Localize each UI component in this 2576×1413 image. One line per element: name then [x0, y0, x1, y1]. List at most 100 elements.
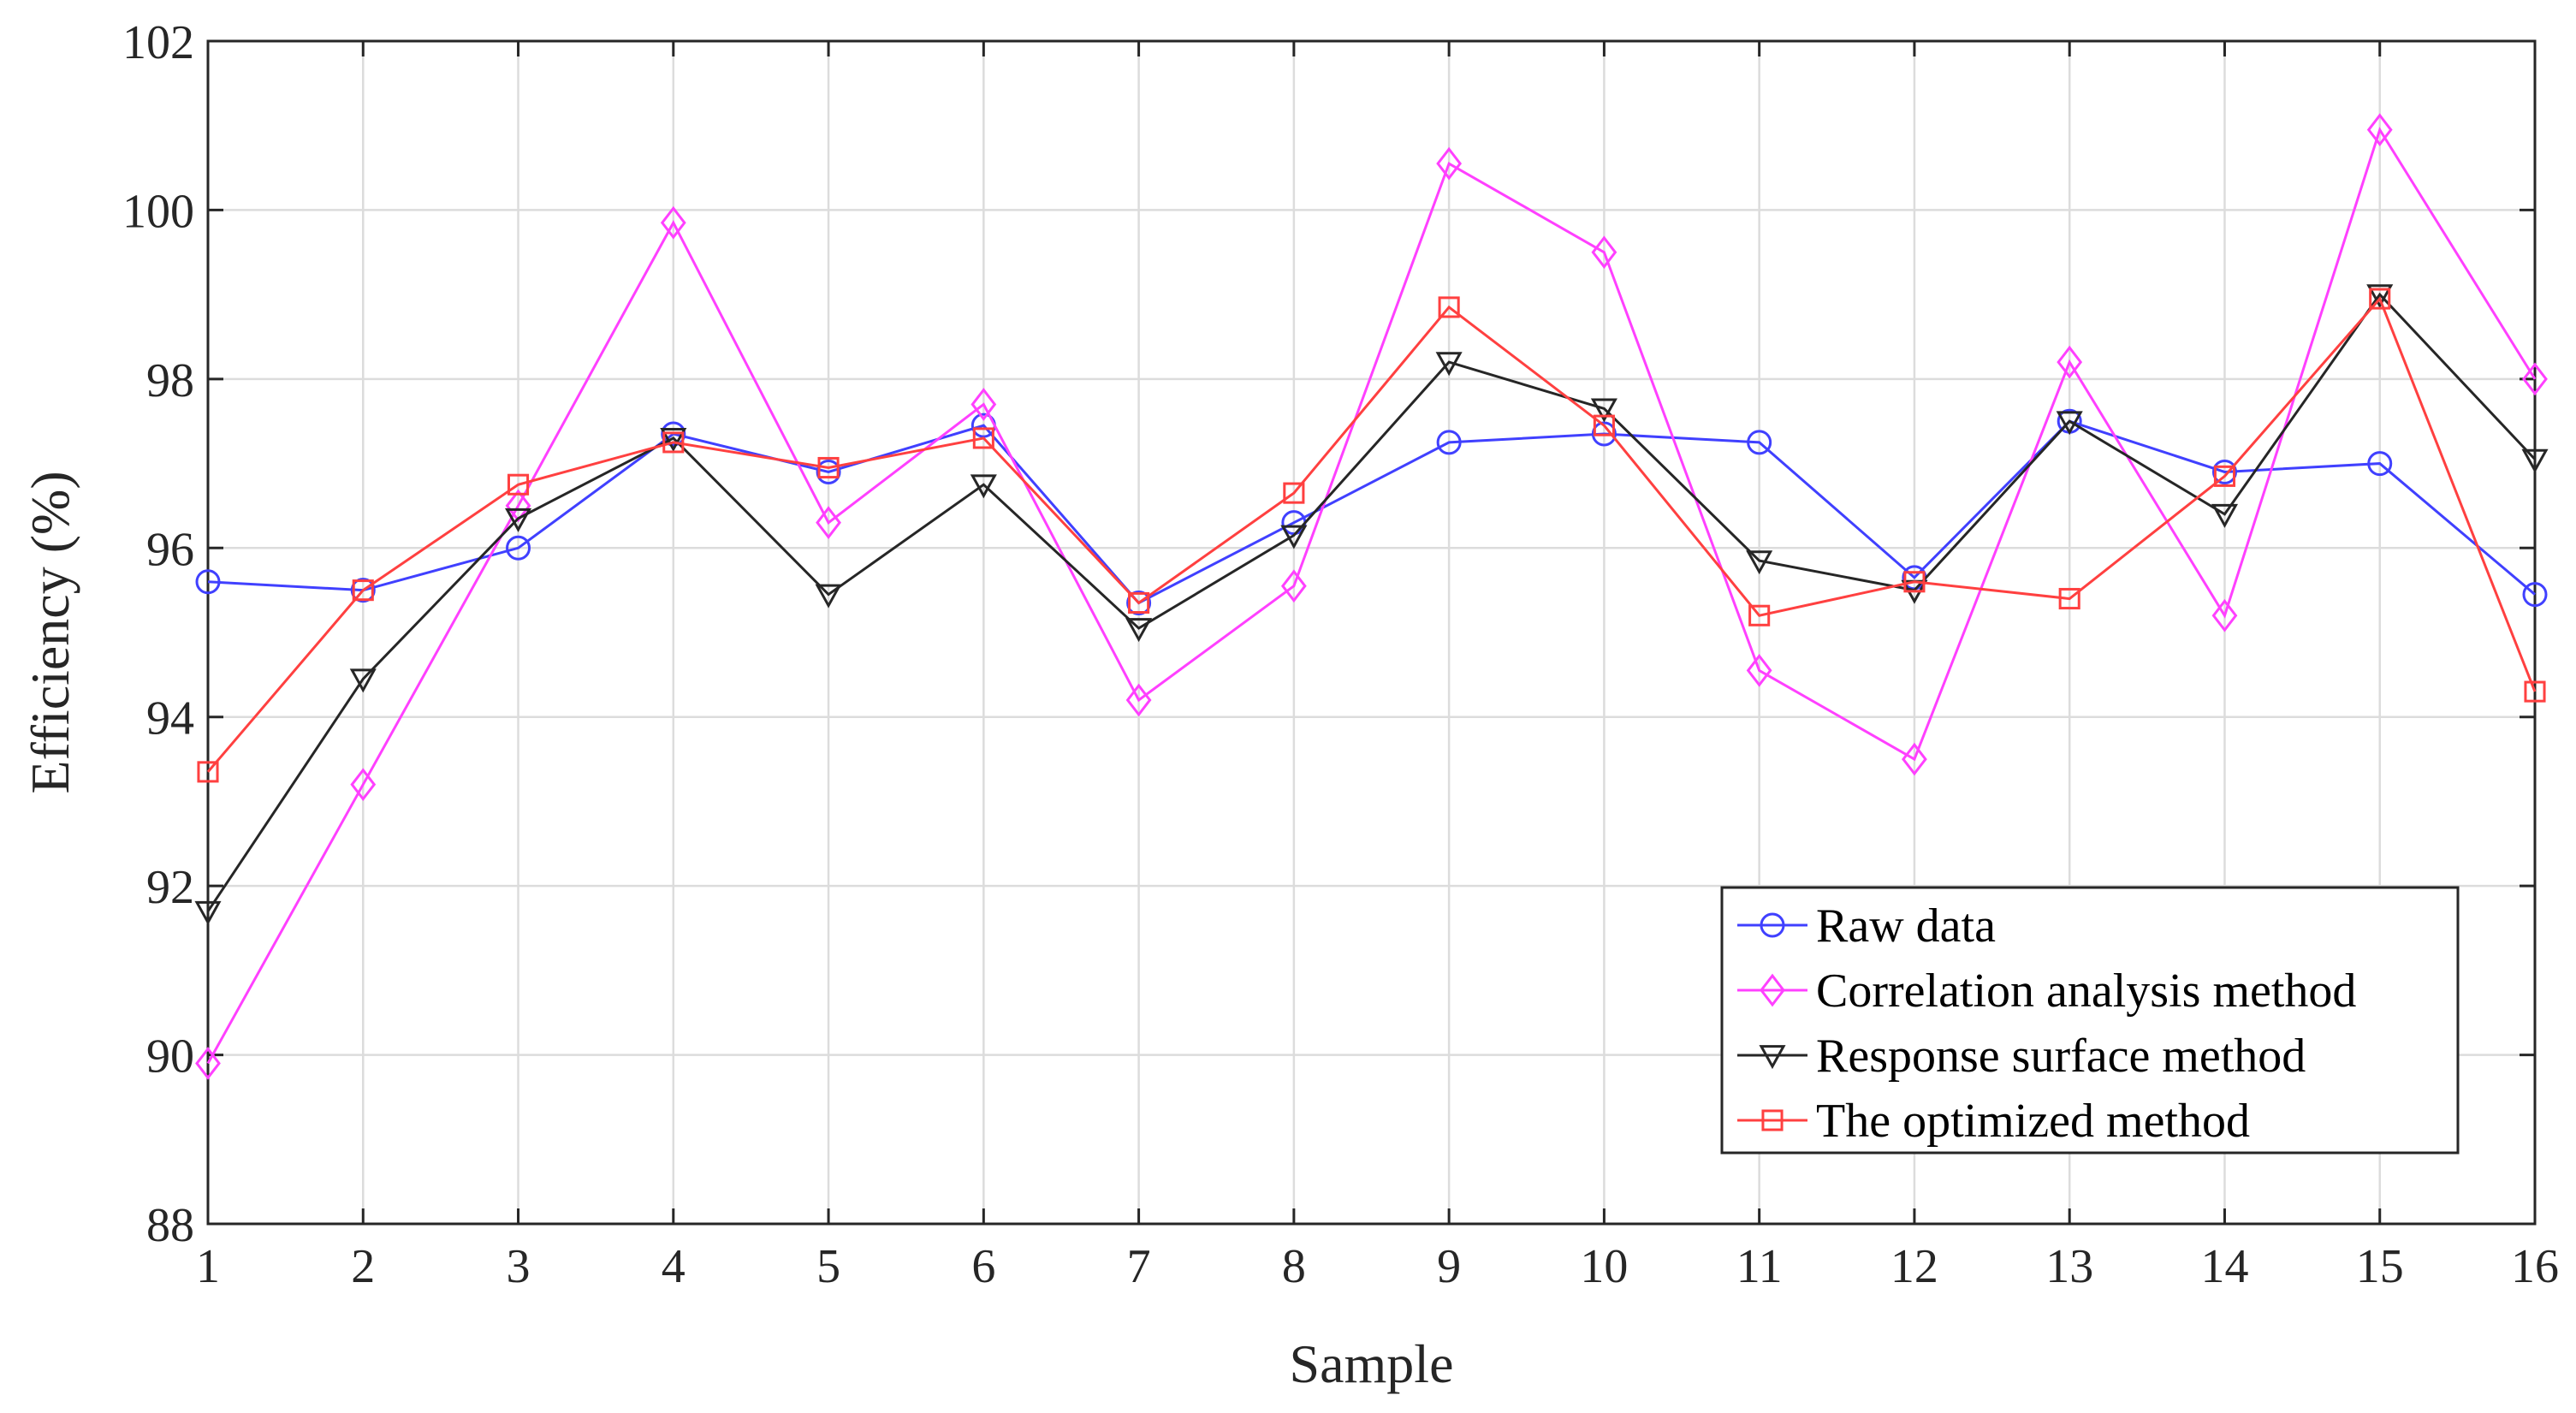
data-point	[662, 431, 685, 454]
data-point	[2211, 459, 2237, 484]
x-tick-label: 3	[507, 1240, 531, 1293]
data-point	[660, 428, 687, 453]
data-point	[2058, 587, 2080, 610]
data-point	[195, 569, 221, 595]
x-tick-label: 14	[2200, 1240, 2248, 1293]
legend-item: The optimized method	[1737, 1095, 2250, 1148]
data-point	[2522, 582, 2548, 608]
data-point	[1903, 571, 1926, 593]
data-point	[2367, 451, 2393, 477]
series-line	[207, 419, 2536, 605]
legend-label: Raw data	[1816, 899, 1996, 953]
x-tick-label: 10	[1580, 1240, 1628, 1293]
series-correlation-analysis-method	[195, 113, 2548, 1080]
data-point	[1746, 550, 1773, 575]
data-point	[1746, 654, 1772, 687]
x-tick-label: 11	[1736, 1240, 1783, 1293]
legend-marker	[1761, 1109, 1784, 1131]
legend-marker	[1759, 1045, 1786, 1070]
data-point	[1747, 430, 1772, 455]
x-tick-label: 5	[816, 1240, 840, 1293]
data-point	[504, 508, 532, 532]
data-point	[350, 768, 377, 802]
x-tick-label: 15	[2356, 1240, 2404, 1293]
data-point	[1593, 414, 1615, 436]
legend-label: The optimized method	[1816, 1095, 2250, 1148]
data-point	[2524, 680, 2546, 703]
x-tick-label: 7	[1127, 1240, 1151, 1293]
x-tick-label: 6	[971, 1240, 995, 1293]
y-tick-label: 94	[146, 692, 194, 745]
plot-frame	[206, 39, 2537, 1226]
legend-item: Response surface method	[1737, 1030, 2306, 1083]
data-point	[197, 761, 219, 783]
x-tick-label: 9	[1437, 1240, 1461, 1293]
legend-item: Raw data	[1737, 899, 1996, 953]
legend: Raw data Correlation analysis method Respo…	[1720, 886, 2460, 1155]
data-point	[816, 459, 841, 484]
data-point	[1280, 525, 1308, 549]
data-point	[816, 506, 841, 540]
series-line	[206, 296, 2537, 773]
y-tick-label: 98	[146, 354, 194, 407]
x-tick-label: 13	[2045, 1240, 2093, 1293]
data-point	[350, 578, 376, 603]
y-tick-label: 102	[122, 16, 194, 69]
data-point	[506, 535, 531, 561]
legend-marker	[1760, 912, 1785, 938]
data-point	[660, 205, 686, 240]
data-point	[2056, 411, 2083, 436]
legend-item: Correlation analysis method	[1737, 965, 2356, 1018]
data-point	[1438, 296, 1460, 318]
data-point	[2366, 113, 2393, 147]
data-point	[352, 579, 374, 602]
y-axis-label: Efficiency (%)	[20, 471, 80, 793]
series-line	[206, 127, 2537, 1065]
series-line	[206, 292, 2537, 912]
x-tick-label: 12	[1890, 1240, 1938, 1293]
data-point	[1748, 604, 1771, 626]
y-tick-label: 90	[146, 1030, 194, 1083]
data-point	[2369, 288, 2391, 310]
data-point	[661, 421, 686, 447]
x-tick-label: 1	[196, 1240, 220, 1293]
data-point	[1125, 618, 1153, 643]
y-tick-label: 92	[146, 861, 194, 914]
x-tick-label: 4	[662, 1240, 686, 1293]
data-point	[1591, 235, 1617, 270]
data-point	[349, 668, 377, 693]
data-point	[1436, 430, 1462, 455]
x-tick-label: 16	[2511, 1240, 2559, 1293]
legend-label: Response surface method	[1816, 1030, 2306, 1083]
data-point	[1435, 352, 1463, 377]
data-point	[2211, 598, 2238, 632]
data-point	[2211, 503, 2239, 528]
data-point	[2213, 465, 2236, 487]
data-point	[507, 473, 530, 496]
data-point	[2521, 448, 2549, 473]
data-point	[1436, 146, 1463, 181]
data-point	[1591, 421, 1617, 447]
legend-box	[1720, 886, 2460, 1155]
data-point	[815, 584, 842, 609]
legend-marker	[1760, 973, 1785, 1007]
series-the-optimized-method	[197, 288, 2546, 783]
legend-label: Correlation analysis method	[1816, 965, 2356, 1018]
data-point	[970, 474, 997, 499]
data-point	[972, 427, 994, 449]
data-point	[2522, 362, 2548, 396]
series	[194, 113, 2549, 1080]
y-tick-label: 88	[146, 1199, 194, 1252]
y-tick-label: 100	[122, 185, 194, 238]
data-point	[1126, 590, 1152, 615]
data-point	[970, 388, 997, 421]
data-point	[2366, 284, 2394, 309]
data-point	[1125, 683, 1152, 717]
x-axis-label: Sample	[1290, 1333, 1454, 1394]
x-tick-label: 8	[1282, 1240, 1306, 1293]
x-tick-label: 2	[351, 1240, 375, 1293]
data-point	[1280, 569, 1307, 603]
axis-ticks: 1 2 3 4 5 6 7 8 9 10 11 12 13 14 15 1688909294969810010…	[122, 16, 2559, 1293]
